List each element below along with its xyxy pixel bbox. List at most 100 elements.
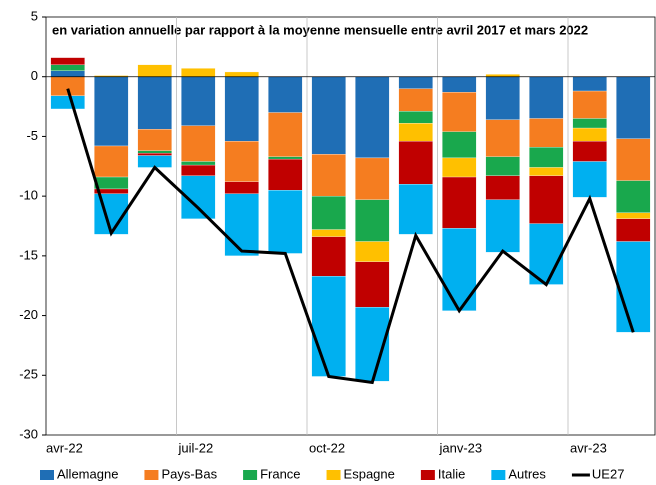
y-tick-label: -25 (19, 367, 38, 382)
bar-segment (50, 57, 85, 65)
legend-swatch (144, 470, 159, 480)
bar-segment (398, 184, 433, 235)
legend-swatch (326, 470, 341, 480)
bar-segment (616, 212, 651, 219)
bar-segment (181, 164, 216, 176)
bar-segment (268, 76, 303, 113)
chart-title: en variation annuelle par rapport à la m… (52, 22, 588, 37)
bar-segment (529, 167, 564, 176)
bar-segment (485, 119, 520, 157)
bar-segment (442, 76, 477, 93)
x-tick-label: avr-23 (570, 440, 607, 455)
bar-segment (224, 181, 259, 194)
y-tick-label: -20 (19, 307, 38, 322)
bar-segment (355, 241, 390, 262)
bar-segment (485, 175, 520, 200)
bar-segment (442, 131, 477, 159)
bar-segment (442, 176, 477, 229)
bar-segment (529, 175, 564, 224)
bar-segment (355, 261, 390, 308)
bar-segment (181, 76, 216, 126)
bar-segment (442, 228, 477, 311)
legend-label: Pays-Bas (161, 466, 217, 481)
bar-segment (616, 218, 651, 242)
bar-segment (355, 199, 390, 242)
bar-segment (529, 76, 564, 119)
bar-segment (311, 276, 346, 377)
bar-segment (224, 71, 259, 77)
bar-segment (50, 70, 85, 77)
bar-segment (616, 180, 651, 214)
bar-segment (311, 236, 346, 277)
bar-segment (268, 190, 303, 254)
bar-segment (137, 64, 172, 77)
legend-swatch (243, 470, 258, 480)
bar-segment (311, 195, 346, 230)
legend-swatch (40, 470, 54, 480)
x-tick-label: juil-22 (178, 440, 214, 455)
x-tick-label: oct-22 (309, 440, 345, 455)
legend-label: Italie (438, 466, 465, 481)
y-tick-label: -15 (19, 247, 38, 262)
bar-segment (485, 156, 520, 176)
bar-segment (572, 118, 607, 129)
bar-segment (398, 76, 433, 89)
bar-segment (529, 147, 564, 168)
y-tick-label: 0 (31, 68, 38, 83)
x-tick-label: janv-23 (439, 440, 483, 455)
bar-segment (616, 241, 651, 333)
bar-segment (268, 156, 303, 160)
legend-label: Espagne (344, 466, 395, 481)
bar-segment (181, 161, 216, 166)
bar-segment (529, 118, 564, 148)
bar-segment (572, 90, 607, 119)
bar-segment (224, 193, 259, 257)
bar-segment (355, 157, 390, 200)
y-tick-label: -10 (19, 188, 38, 203)
y-tick-label: -30 (19, 426, 38, 441)
bar-segment (181, 125, 216, 162)
bar-segment (137, 129, 172, 151)
bar-segment (398, 141, 433, 185)
bar-segment (50, 64, 85, 71)
legend-swatch (491, 470, 506, 480)
plot-frame (45, 16, 656, 436)
bar-segment (485, 76, 520, 120)
bar-segment (572, 141, 607, 162)
bar-segment (224, 141, 259, 182)
bar-segment (50, 95, 85, 110)
line-series (66, 88, 635, 385)
x-tick-label: avr-22 (46, 440, 83, 455)
bar-segment (398, 88, 433, 112)
bar-segment (442, 92, 477, 132)
bar-segment (398, 111, 433, 124)
bar-segment (94, 76, 129, 147)
bar-segment (572, 76, 607, 92)
bar-segment (224, 76, 259, 142)
bar-segment (355, 76, 390, 159)
bar-segment (311, 229, 346, 237)
bar-segment (572, 161, 607, 198)
legend-label: Autres (508, 466, 546, 481)
y-tick-label: -5 (26, 128, 38, 143)
bar-segment (442, 157, 477, 178)
bar-segment (616, 76, 651, 139)
bar-segment (137, 76, 172, 130)
bar-segment (181, 68, 216, 77)
legend-label: Allemagne (57, 466, 118, 481)
bar-segment (94, 176, 129, 190)
legend-label: UE27 (592, 466, 625, 481)
bar-segment (572, 127, 607, 142)
bar-segment (137, 150, 172, 154)
bar-segment (268, 112, 303, 157)
bar-segment (311, 154, 346, 197)
legend-swatch (420, 470, 435, 480)
legend-label: France (260, 466, 300, 481)
y-tick-label: 5 (31, 8, 38, 23)
bar-segment (311, 76, 346, 155)
bar-segment (485, 199, 520, 253)
bar-segment (398, 123, 433, 142)
bar-segment (137, 152, 172, 156)
bar-segment (616, 138, 651, 181)
